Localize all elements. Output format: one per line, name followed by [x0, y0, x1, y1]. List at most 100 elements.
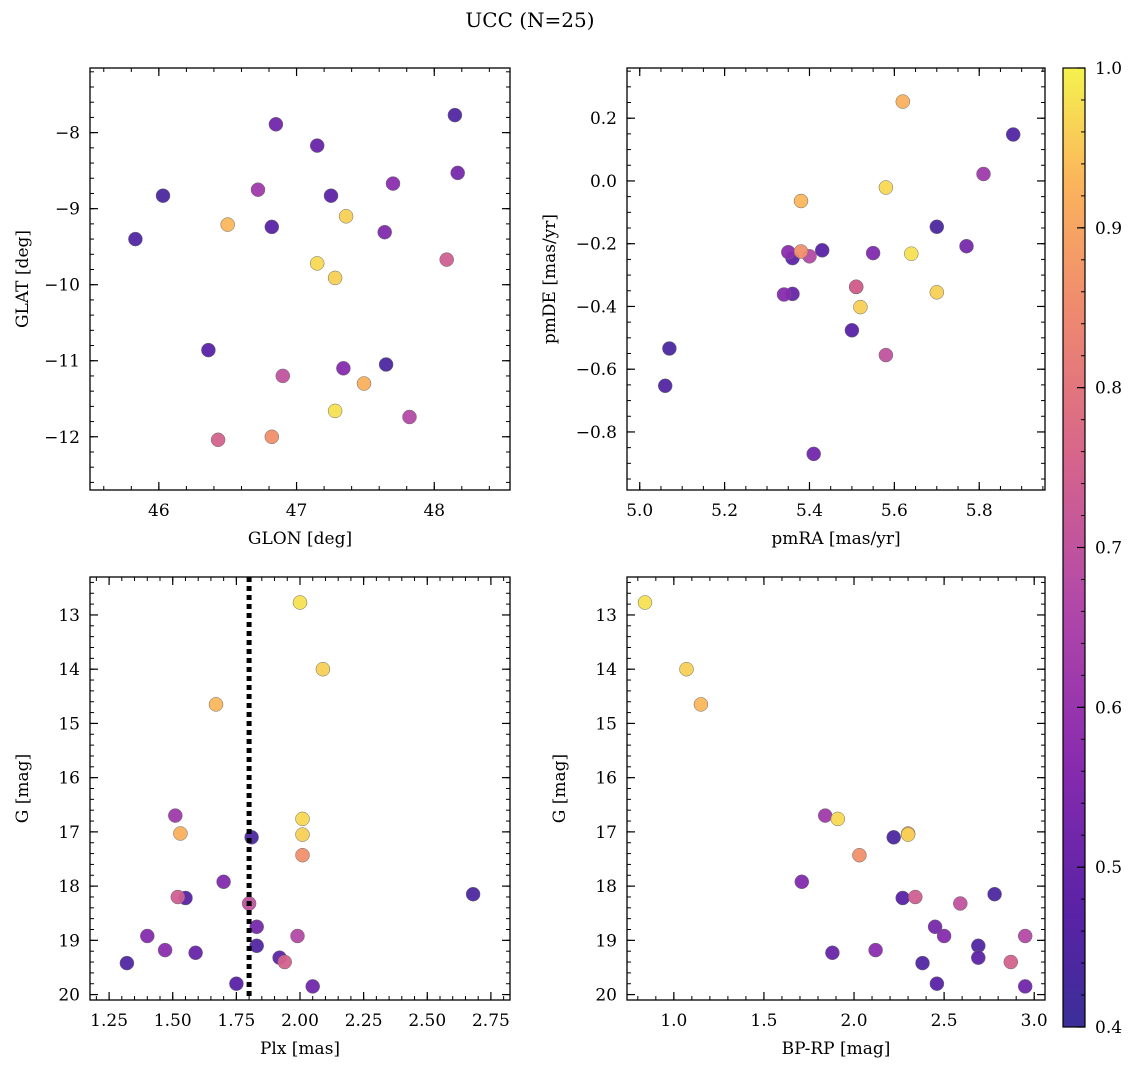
data-point	[439, 252, 454, 267]
data-point	[693, 697, 709, 712]
y-tick-label: 20	[58, 986, 80, 1006]
x-tick-label: 2.50	[408, 1011, 446, 1031]
y-tick-label: 18	[58, 877, 80, 897]
data-point	[264, 219, 280, 235]
x-tick-label: 2.25	[345, 1011, 383, 1031]
data-point	[637, 595, 653, 610]
data-point	[1005, 127, 1021, 142]
y-tick-label: −0.4	[576, 297, 617, 317]
data-point	[886, 830, 901, 845]
data-point	[216, 874, 231, 890]
data-point	[679, 661, 694, 677]
data-point	[277, 954, 292, 970]
data-point	[336, 361, 351, 376]
data-point	[878, 180, 894, 195]
y-tick-label: 17	[58, 823, 80, 843]
axes-frame	[89, 67, 511, 491]
data-point	[378, 357, 394, 372]
data-point	[450, 165, 465, 181]
y-tick-label: 15	[595, 714, 617, 734]
x-tick-label: 5.0	[626, 501, 653, 521]
data-point	[268, 117, 284, 132]
data-point	[825, 945, 840, 961]
data-point	[927, 919, 943, 935]
scatter-points	[128, 107, 465, 448]
data-point	[290, 928, 305, 944]
colorbar-tick-label: 0.5	[1095, 858, 1122, 878]
data-point	[852, 847, 867, 863]
data-point	[1017, 928, 1033, 944]
x-tick-label: 3.0	[1021, 1011, 1048, 1031]
y-tick-label: 20	[595, 986, 617, 1006]
y-tick-label: 0.0	[590, 172, 617, 192]
data-point	[168, 808, 183, 823]
data-point	[275, 368, 291, 384]
colorbar-tick-label: 0.9	[1095, 219, 1122, 239]
x-tick-label: 2.5	[931, 1011, 958, 1031]
data-point	[309, 138, 325, 153]
y-tick-label: −9	[55, 200, 80, 220]
data-point	[776, 287, 792, 302]
data-point	[305, 979, 320, 994]
x-tick-label: 1.50	[154, 1011, 192, 1031]
x-tick-label: 2.75	[472, 1011, 510, 1031]
x-tick-label: 48	[423, 501, 445, 521]
y-tick-label: 14	[595, 660, 617, 680]
data-point	[868, 942, 883, 958]
y-tick-label: −0.2	[576, 235, 617, 255]
colorbar-tick-label: 0.6	[1095, 698, 1122, 718]
data-point	[817, 808, 833, 823]
y-tick-label: 0.2	[590, 109, 617, 129]
data-point	[844, 323, 860, 338]
y-tick-label: 16	[58, 769, 80, 789]
data-point	[929, 285, 945, 300]
data-point	[904, 246, 919, 261]
data-point	[402, 409, 417, 425]
axes-frame	[626, 67, 1046, 491]
data-point	[878, 347, 894, 363]
data-point	[848, 279, 864, 294]
x-tick-label: 5.6	[881, 501, 908, 521]
colorbar-tick-label: 0.4	[1095, 1018, 1122, 1038]
panel-plx-g: 1.25 1.50 1.75 2.00 2.25 2.50 2.75 13 14 15 16 17 18…	[13, 576, 511, 1059]
data-point	[229, 976, 244, 991]
data-point	[140, 928, 155, 944]
data-point	[249, 919, 264, 935]
data-point	[853, 299, 868, 315]
data-point	[385, 176, 401, 191]
data-point	[806, 446, 821, 462]
y-tick-label: −10	[44, 276, 80, 296]
scatter-points	[119, 595, 481, 994]
data-point	[295, 811, 310, 827]
data-point	[249, 938, 264, 954]
x-axis-label: pmRA [mas/yr]	[771, 529, 900, 549]
data-point	[976, 166, 991, 182]
data-point	[210, 432, 226, 448]
data-point	[465, 886, 481, 902]
data-point	[781, 244, 796, 260]
data-point	[959, 238, 974, 254]
panel-bprp-g: 1.0 1.5 2.0 2.5 3.0 13 14 15 16 17 18 19 20 BP-RP [ma…	[550, 576, 1048, 1059]
panel-glon-glat: 46 47 48 −12 −11 −10 −9 −8 GLON [deg] GLAT [deg]	[13, 67, 511, 549]
data-point	[250, 182, 266, 197]
data-point	[173, 826, 188, 841]
data-point	[953, 896, 968, 911]
data-point	[201, 342, 216, 358]
y-tick-label: 13	[58, 606, 80, 626]
data-point	[327, 403, 343, 419]
data-point	[814, 243, 830, 258]
data-point	[830, 811, 846, 827]
data-point	[1017, 979, 1033, 994]
data-point	[929, 219, 945, 235]
scatter-points	[657, 94, 1021, 462]
y-axis-label: pmDE [mas/yr]	[540, 214, 560, 344]
data-point	[295, 847, 310, 863]
y-axis-label: G [mag]	[550, 754, 570, 823]
y-tick-label: −0.8	[576, 423, 617, 443]
scatter-points	[637, 595, 1033, 994]
x-tick-label: 5.4	[796, 501, 823, 521]
x-tick-label: 1.0	[660, 1011, 687, 1031]
y-axis-label: G [mag]	[13, 754, 33, 823]
data-point	[900, 827, 916, 842]
